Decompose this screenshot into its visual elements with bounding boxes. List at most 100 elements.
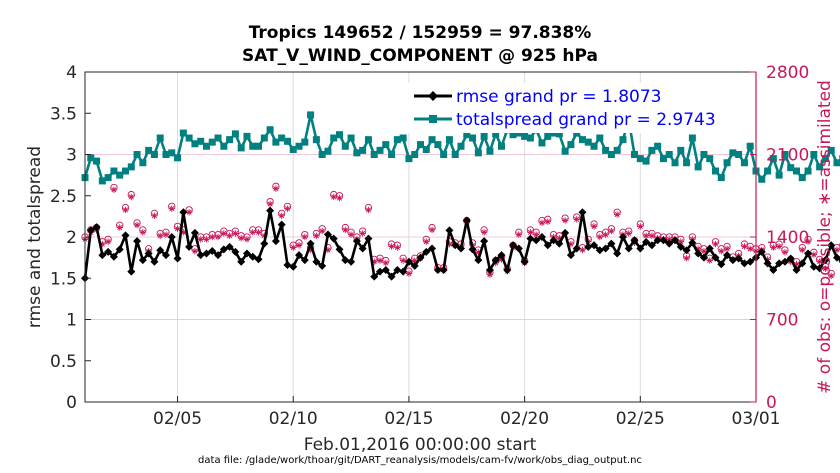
y-tick-label-right: 1400 xyxy=(766,228,809,248)
rmse-point xyxy=(711,253,720,262)
obs-assimilated-point xyxy=(747,245,754,252)
totalspread-point xyxy=(324,147,332,155)
totalspread-point xyxy=(521,132,529,140)
rmse-point xyxy=(688,238,697,247)
obs-assimilated-point xyxy=(544,218,551,225)
rmse-point xyxy=(416,253,425,262)
data-file-note: data file: /glade/work/thoar/git/DART_re… xyxy=(198,455,642,466)
totalspread-point xyxy=(497,142,505,150)
totalspread-point xyxy=(127,163,135,171)
x-tick-label: 02/20 xyxy=(500,409,549,429)
obs-assimilated-point xyxy=(278,212,285,219)
axis-ticks: 02/05 02/10 02/15 02/20 02/25 03/0100.511.522… xyxy=(50,63,809,429)
rmse-point xyxy=(306,239,315,248)
totalspread-point xyxy=(104,174,112,182)
totalspread-point xyxy=(550,129,558,137)
totalspread-point xyxy=(746,142,754,150)
totalspread-point xyxy=(411,151,419,158)
obs-assimilated-point xyxy=(486,271,494,278)
obs-assimilated-point xyxy=(515,231,523,238)
obs-assimilated-point xyxy=(243,236,251,243)
obs-assimilated-point xyxy=(203,236,210,243)
totalspread-point xyxy=(515,129,523,137)
totalspread-point xyxy=(93,157,101,165)
obs-assimilated-point xyxy=(197,236,204,243)
rmse-point xyxy=(179,208,188,217)
rmse-point xyxy=(601,244,610,253)
totalspread-point xyxy=(214,134,222,142)
rmse-point xyxy=(566,251,575,260)
obs-assimilated-point xyxy=(382,259,389,267)
totalspread-point xyxy=(249,142,257,150)
totalspread-point xyxy=(382,141,390,149)
rmse-point xyxy=(503,266,512,274)
legend-rmse-label: rmse grand pr = 1.8073 xyxy=(456,87,661,107)
totalspread-point xyxy=(578,136,586,144)
y-tick-label-left: 0.5 xyxy=(50,352,77,372)
rmse-point xyxy=(144,249,153,258)
rmse-point xyxy=(451,241,460,250)
obs-assimilated-point xyxy=(249,229,256,236)
totalspread-point xyxy=(370,151,378,158)
totalspread-point xyxy=(226,136,234,144)
obs-assimilated-point xyxy=(567,240,575,248)
rmse-point xyxy=(364,234,373,243)
rmse-point xyxy=(474,256,483,265)
rmse-point xyxy=(393,266,402,274)
obs-assimilated-point xyxy=(700,247,708,255)
totalspread-point xyxy=(659,155,667,163)
rmse-point xyxy=(590,241,599,250)
obs-assimilated-point xyxy=(220,230,228,237)
totalspread-point xyxy=(474,149,482,157)
obs-assimilated-point xyxy=(342,226,349,234)
rmse-point xyxy=(370,272,379,281)
rmse-point xyxy=(237,257,246,266)
rmse-point xyxy=(694,249,703,258)
totalspread-point xyxy=(648,146,656,154)
rmse-point xyxy=(318,261,327,270)
obs-assimilated-point xyxy=(712,240,719,248)
chart-title-line2: SAT_V_WIND_COMPONENT @ 925 hPa xyxy=(242,46,598,66)
obs-assimilated-point xyxy=(209,233,216,241)
rmse-point xyxy=(439,266,448,274)
totalspread-point xyxy=(538,139,546,147)
obs-assimilated-point xyxy=(99,240,106,248)
obs-assimilated-point xyxy=(307,246,314,254)
totalspread-point xyxy=(561,147,569,155)
obs-assimilated-point xyxy=(347,231,355,238)
rmse-point xyxy=(699,253,708,262)
obs-assimilated-point xyxy=(804,238,812,245)
totalspread-point xyxy=(440,151,448,158)
totalspread-point xyxy=(422,146,430,154)
totalspread-point xyxy=(185,134,193,142)
obs-assimilated-point xyxy=(128,193,135,201)
rmse-point xyxy=(347,257,356,266)
totalspread-point xyxy=(810,151,818,158)
obs-assimilated-point xyxy=(284,205,291,212)
rmse-point xyxy=(578,208,587,217)
obs-assimilated-point xyxy=(255,229,262,236)
obs-assimilated-point xyxy=(810,251,818,258)
obs-assimilated-point xyxy=(723,245,731,252)
totalspread-point xyxy=(631,151,639,158)
rmse-point xyxy=(173,254,182,263)
rmse-point xyxy=(549,236,558,245)
totalspread-point xyxy=(833,159,840,167)
obs-assimilated-point xyxy=(423,238,430,245)
rmse-point xyxy=(682,246,691,255)
obs-assimilated-point xyxy=(538,219,546,227)
totalspread-point xyxy=(376,146,384,154)
rmse-point xyxy=(358,244,367,253)
rmse-point xyxy=(468,245,477,254)
legend-spread-label: totalspread grand pr = 2.9743 xyxy=(456,110,716,130)
totalspread-point xyxy=(735,151,743,158)
totalspread-point xyxy=(399,134,407,142)
rmse-point xyxy=(705,244,714,253)
y-axis-label-right: # of obs: o=possible; ∗=assimilated xyxy=(815,80,835,394)
rmse-point xyxy=(190,228,199,237)
rmse-point xyxy=(225,242,234,251)
totalspread-point xyxy=(330,134,338,142)
y-tick-label-right: 700 xyxy=(766,311,798,331)
totalspread-point xyxy=(347,134,355,142)
rmse-series xyxy=(81,206,840,283)
